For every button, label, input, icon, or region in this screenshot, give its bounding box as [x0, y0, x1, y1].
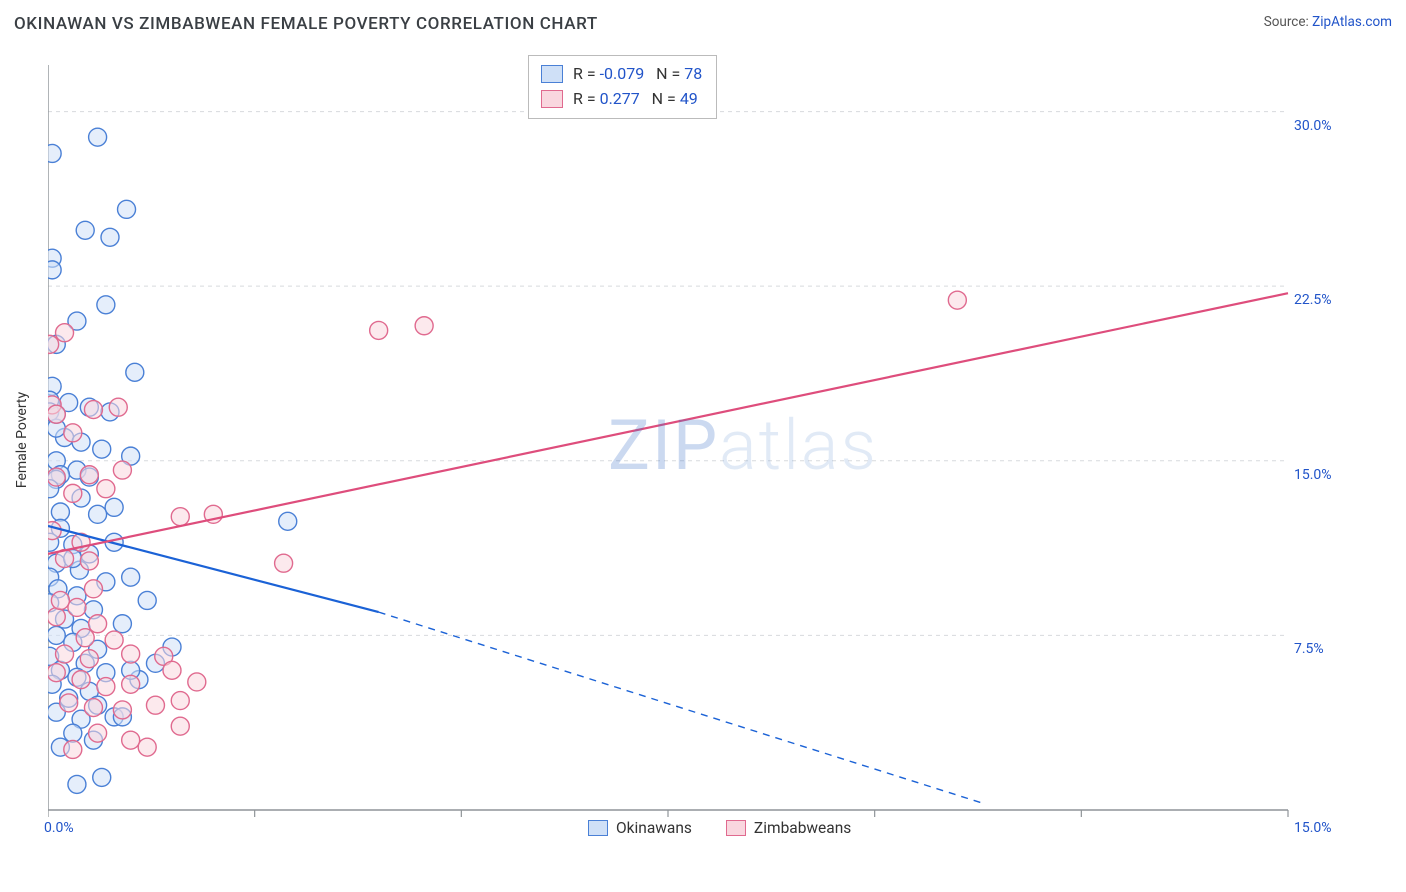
legend-row: R = 0.277 N = 49	[541, 87, 702, 112]
y-axis-label: Female Poverty	[14, 392, 30, 488]
series-legend-label: Zimbabweans	[754, 819, 851, 837]
source-attribution: Source: ZipAtlas.com	[1264, 14, 1392, 30]
y-tick-label: 22.5%	[1294, 292, 1332, 308]
legend-swatch	[588, 820, 608, 836]
legend-stat: R = -0.079 N = 78	[573, 62, 702, 87]
chart-title: OKINAWAN VS ZIMBABWEAN FEMALE POVERTY CO…	[14, 14, 598, 34]
x-tick-label: 0.0%	[44, 820, 74, 836]
legend-row: R = -0.079 N = 78	[541, 62, 702, 87]
legend-swatch	[541, 90, 563, 108]
y-tick-label: 30.0%	[1294, 118, 1332, 134]
legend-stat: R = 0.277 N = 49	[573, 87, 698, 112]
series-legend-label: Okinawans	[616, 819, 692, 837]
series-legend-item: Okinawans	[588, 819, 692, 837]
legend-swatch	[541, 65, 563, 83]
series-legend: Okinawans Zimbabweans	[588, 819, 851, 837]
source-link[interactable]: ZipAtlas.com	[1312, 14, 1392, 30]
legend-swatch	[726, 820, 746, 836]
series-legend-item: Zimbabweans	[726, 819, 851, 837]
chart-svg	[48, 55, 1344, 840]
x-tick-label: 15.0%	[1294, 820, 1332, 836]
y-tick-label: 15.0%	[1294, 467, 1332, 483]
y-tick-label: 7.5%	[1294, 641, 1324, 657]
chart-container: OKINAWAN VS ZIMBABWEAN FEMALE POVERTY CO…	[0, 0, 1406, 892]
header: OKINAWAN VS ZIMBABWEAN FEMALE POVERTY CO…	[14, 14, 1392, 34]
source-label: Source:	[1264, 14, 1309, 30]
plot-area: R = -0.079 N = 78R = 0.277 N = 49 Okinaw…	[48, 55, 1344, 840]
correlation-legend: R = -0.079 N = 78R = 0.277 N = 49	[528, 55, 717, 119]
